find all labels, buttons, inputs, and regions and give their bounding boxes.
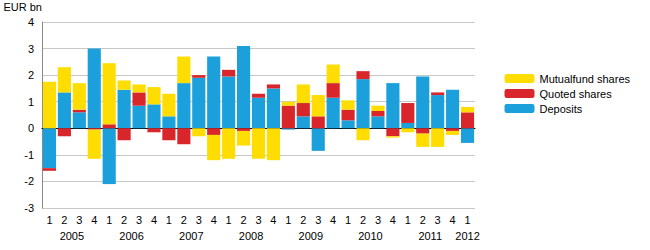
svg-text:2006: 2006 [119,230,143,242]
svg-text:3: 3 [196,214,202,226]
svg-text:2005: 2005 [60,230,84,242]
svg-text:4: 4 [28,16,34,28]
svg-text:2012: 2012 [455,230,479,242]
svg-text:Quoted shares: Quoted shares [540,88,613,100]
svg-text:1: 1 [226,214,232,226]
svg-text:1: 1 [285,214,291,226]
svg-text:EUR bn: EUR bn [3,1,42,13]
svg-text:4: 4 [91,214,97,226]
svg-text:-2: -2 [24,175,34,187]
svg-text:1: 1 [345,214,351,226]
svg-text:Deposits: Deposits [540,103,583,115]
svg-text:1: 1 [405,214,411,226]
svg-text:3: 3 [136,214,142,226]
svg-text:1: 1 [106,214,112,226]
svg-text:3: 3 [435,214,441,226]
svg-text:2: 2 [360,214,366,226]
svg-text:2: 2 [181,214,187,226]
svg-text:4: 4 [390,214,396,226]
svg-text:3: 3 [255,214,261,226]
svg-text:4: 4 [211,214,217,226]
svg-text:2: 2 [300,214,306,226]
svg-text:-1: -1 [24,149,34,161]
svg-text:2007: 2007 [179,230,203,242]
svg-text:2: 2 [61,214,67,226]
svg-text:1: 1 [464,214,470,226]
svg-text:4: 4 [270,214,276,226]
svg-text:3: 3 [76,214,82,226]
svg-text:2009: 2009 [299,230,323,242]
svg-text:4: 4 [330,214,336,226]
svg-text:2: 2 [241,214,247,226]
svg-text:4: 4 [450,214,456,226]
svg-text:3: 3 [315,214,321,226]
svg-text:2: 2 [28,69,34,81]
svg-text:2010: 2010 [358,230,382,242]
svg-text:2: 2 [121,214,127,226]
svg-text:2: 2 [420,214,426,226]
svg-text:Mutualfund shares: Mutualfund shares [540,73,631,85]
svg-text:4: 4 [151,214,157,226]
svg-text:3: 3 [28,43,34,55]
svg-text:1: 1 [46,214,52,226]
svg-text:1: 1 [28,96,34,108]
svg-text:2008: 2008 [239,230,263,242]
svg-text:1: 1 [166,214,172,226]
svg-text:3: 3 [375,214,381,226]
svg-text:2011: 2011 [418,230,442,242]
svg-text:0: 0 [28,122,34,134]
svg-text:-3: -3 [24,202,34,214]
